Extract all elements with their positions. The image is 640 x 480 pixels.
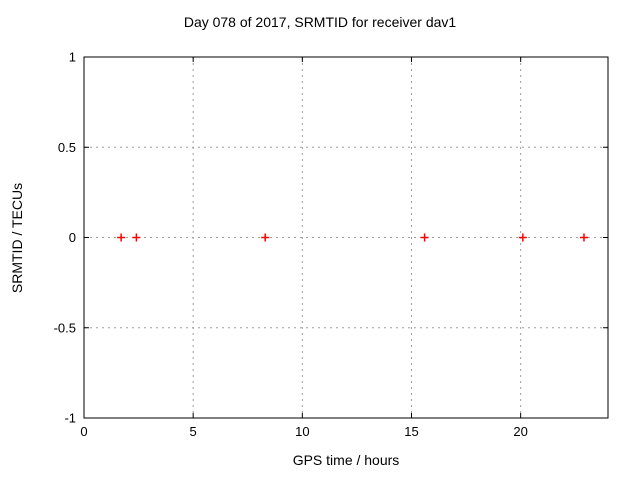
y-tick-label: 0.5 — [58, 140, 76, 155]
x-axis-label: GPS time / hours — [292, 452, 400, 468]
y-tick-label: -0.5 — [54, 320, 76, 335]
x-tick-label: 5 — [190, 424, 197, 439]
x-tick-label: 10 — [295, 424, 309, 439]
chart-title: Day 078 of 2017, SRMTID for receiver dav… — [183, 14, 457, 30]
x-tick-label: 15 — [404, 424, 418, 439]
y-tick-label: 1 — [69, 50, 76, 65]
y-tick-label: 0 — [69, 230, 76, 245]
y-tick-label: -1 — [64, 411, 76, 426]
x-tick-label: 20 — [513, 424, 527, 439]
plot-border — [83, 56, 609, 419]
x-tick-label: 0 — [80, 424, 87, 439]
